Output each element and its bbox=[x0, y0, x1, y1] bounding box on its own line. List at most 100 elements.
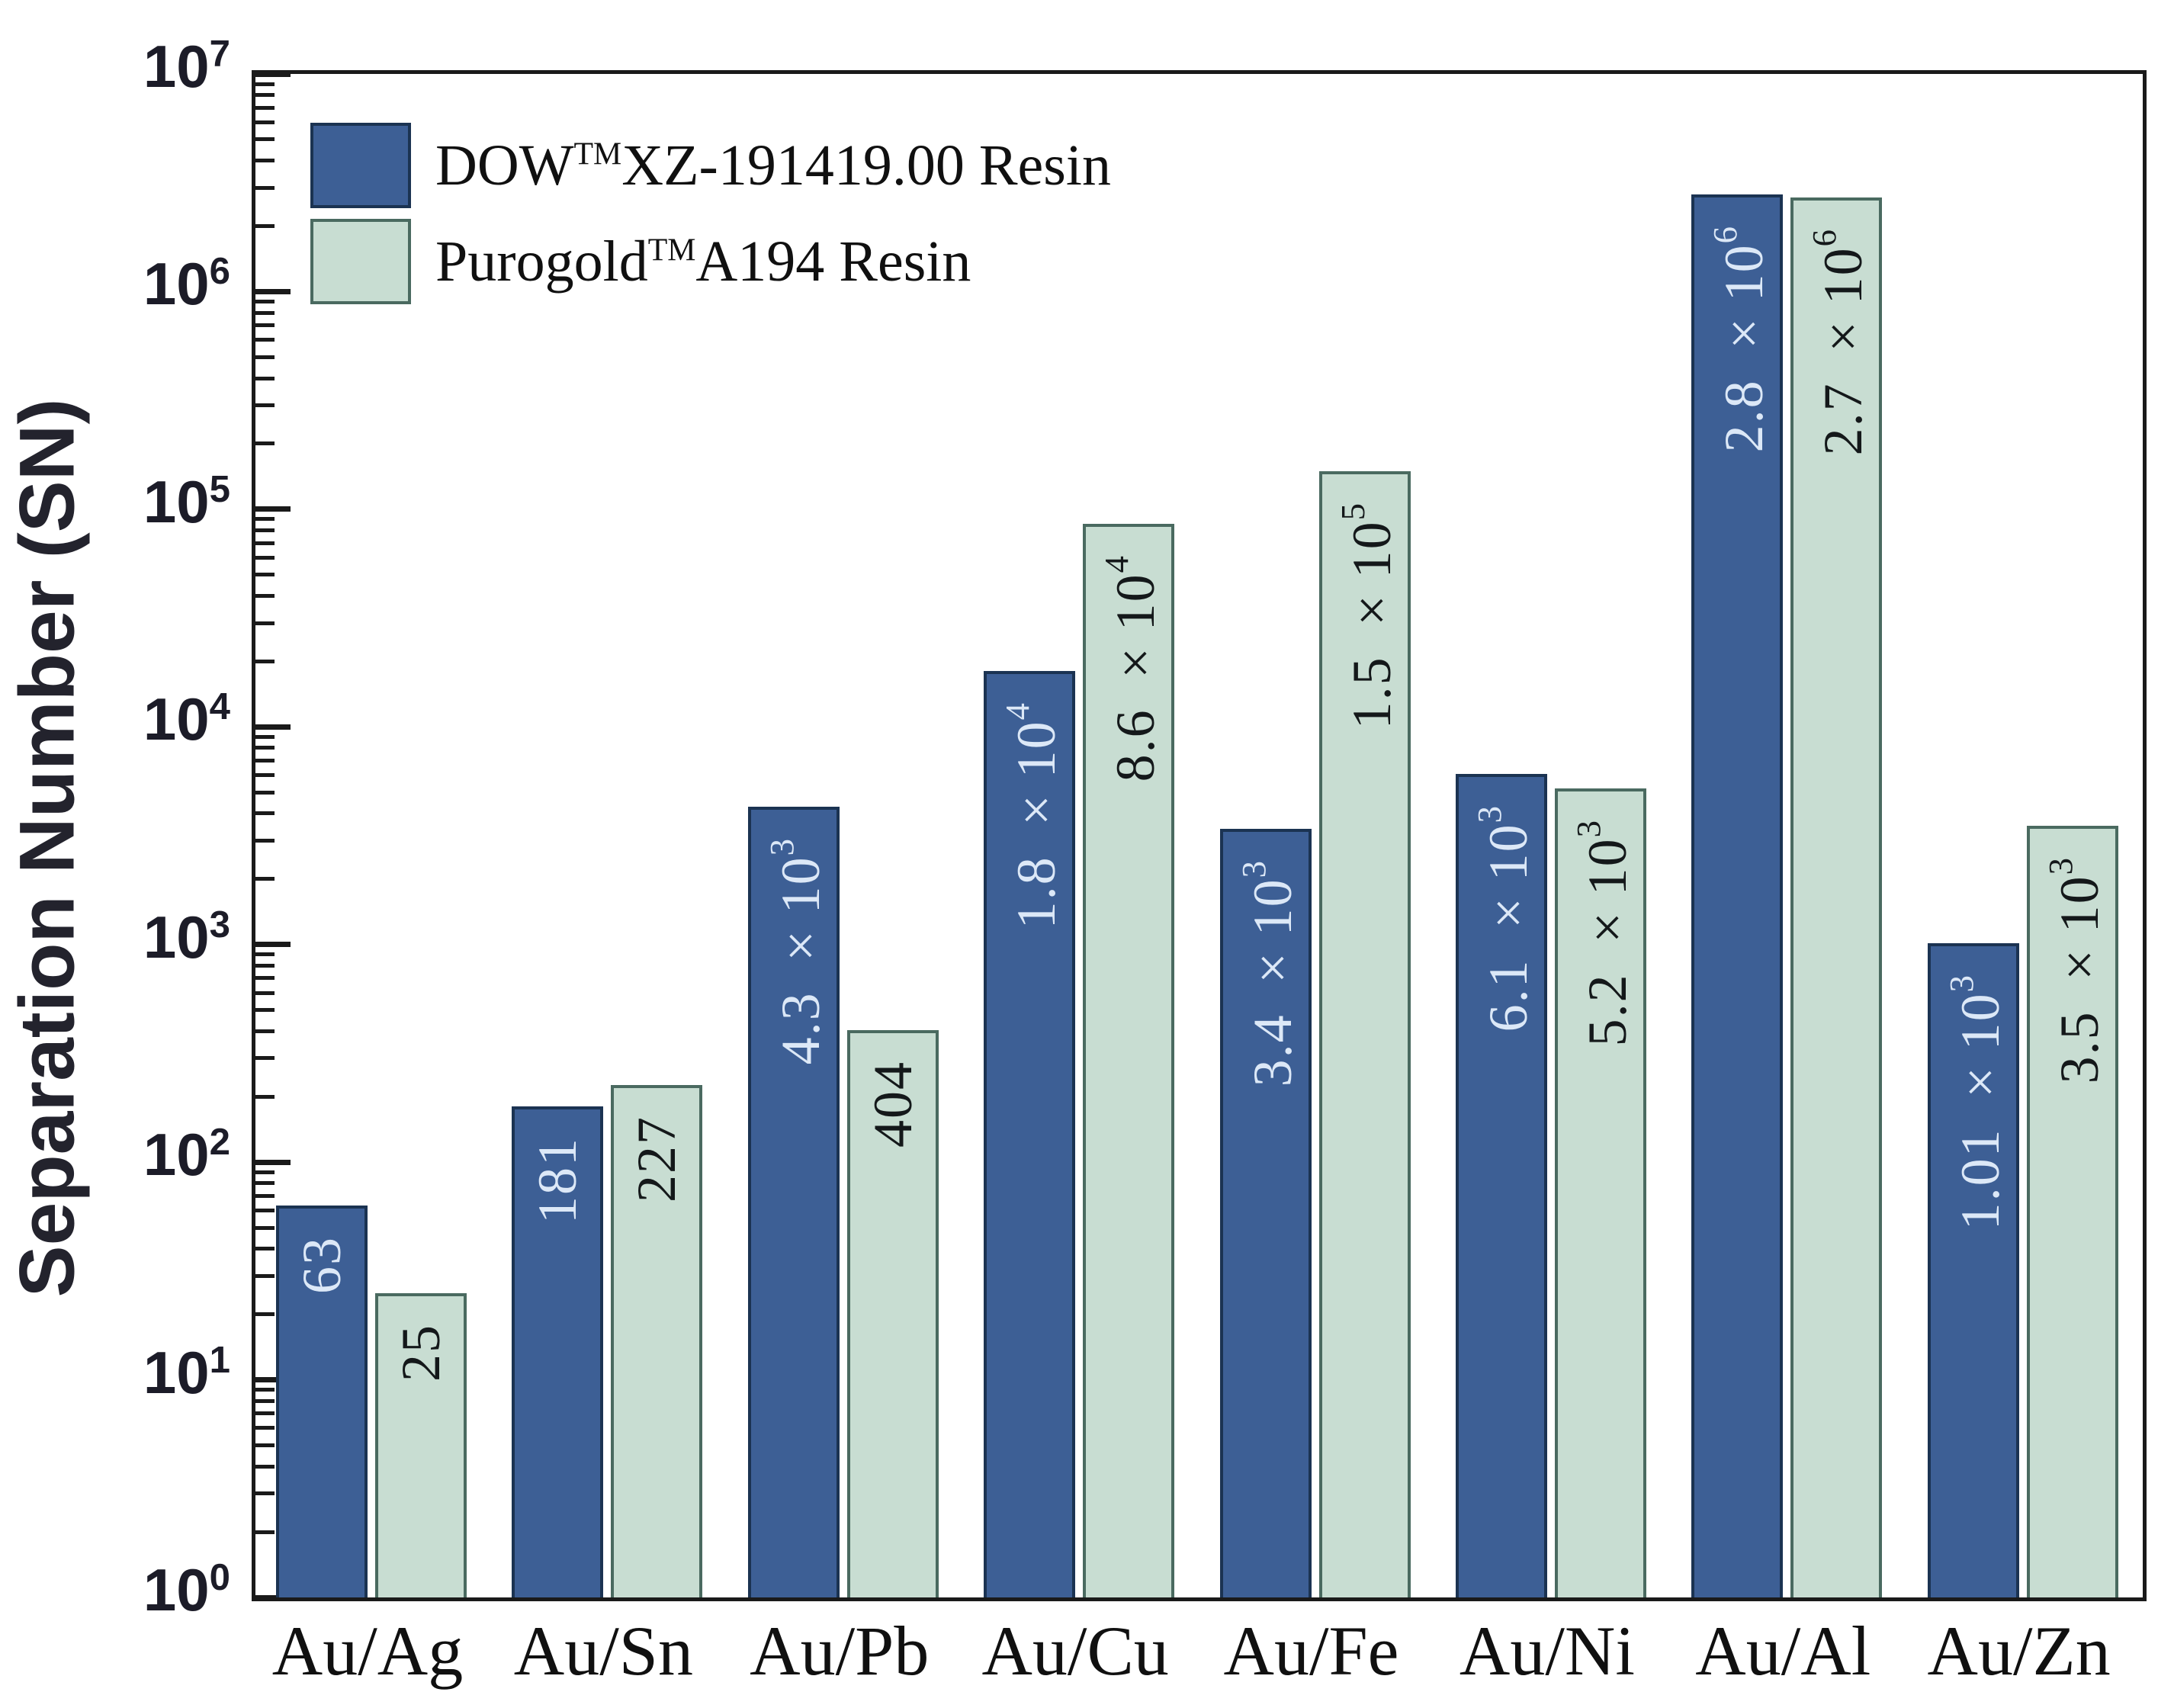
y-tick-label-exponent: 6 bbox=[209, 251, 230, 293]
y-major-tick bbox=[255, 1594, 291, 1600]
y-minor-tick bbox=[255, 376, 275, 380]
y-tick-label-base: 10 bbox=[143, 33, 210, 100]
bar-value-label: 1.5 ×105 bbox=[1333, 501, 1402, 729]
bar-value-exponent: 5 bbox=[1333, 501, 1372, 520]
y-minor-tick bbox=[255, 1273, 275, 1278]
bar-au-al-series-0: 2.8 ×106 bbox=[1691, 194, 1784, 1597]
y-tick-label-exponent: 3 bbox=[209, 904, 230, 946]
bar-value-exponent: 6 bbox=[1805, 228, 1844, 247]
legend-label-dow-resin: DOWTMXZ-191419.00 Resin bbox=[435, 133, 1111, 199]
x-category-label-au-ag: Au/Ag bbox=[271, 1612, 464, 1690]
bar-au-cu-series-1: 8.6 ×104 bbox=[1083, 523, 1175, 1597]
y-minor-tick bbox=[255, 541, 275, 545]
legend-swatch-dow-resin bbox=[310, 123, 411, 208]
y-minor-tick bbox=[255, 355, 275, 359]
y-major-tick bbox=[255, 942, 291, 948]
y-tick-label-base: 10 bbox=[143, 903, 210, 971]
bar-au-ag-series-1: 25 bbox=[375, 1293, 467, 1597]
y-major-tick bbox=[255, 1377, 291, 1383]
y-minor-tick bbox=[255, 734, 275, 739]
bar-au-al-series-1: 2.7 ×106 bbox=[1790, 197, 1883, 1597]
bar-value-label: 25 bbox=[390, 1324, 451, 1382]
bar-value-label: 404 bbox=[862, 1061, 923, 1148]
y-minor-tick bbox=[255, 659, 275, 663]
y-minor-tick bbox=[255, 758, 275, 762]
bar-value-exponent: 4 bbox=[998, 702, 1037, 721]
bar-value-label: 5.2 ×103 bbox=[1569, 819, 1638, 1047]
bar-au-pb-series-0: 4.3 ×103 bbox=[747, 806, 840, 1597]
y-minor-tick bbox=[255, 1312, 275, 1317]
x-category-label-au-cu: Au/Cu bbox=[981, 1612, 1169, 1690]
y-minor-tick bbox=[255, 1398, 275, 1403]
y-minor-tick bbox=[255, 105, 275, 110]
bar-value-exponent: 4 bbox=[1097, 554, 1136, 573]
legend-swatch-purogold-resin bbox=[310, 219, 411, 304]
y-minor-tick bbox=[255, 593, 275, 598]
y-minor-tick bbox=[255, 621, 275, 625]
y-axis-title: Separation Number (SN) bbox=[3, 398, 91, 1298]
bar-value-exponent: 3 bbox=[1569, 819, 1607, 838]
y-minor-tick bbox=[255, 159, 275, 163]
bar-value-exponent: 6 bbox=[1706, 224, 1745, 244]
y-minor-tick bbox=[255, 573, 275, 577]
bar-value-label: 6.1 ×103 bbox=[1469, 804, 1539, 1032]
y-minor-tick bbox=[255, 441, 275, 446]
plot-area: 63 181 4.3 ×103 1.8 ×104 3.4 ×103 6.1 ×103 2.8… bbox=[252, 70, 2147, 1601]
y-minor-tick bbox=[255, 310, 275, 315]
y-tick-label-base: 10 bbox=[143, 250, 210, 318]
y-tick-label: 106 bbox=[143, 251, 230, 314]
bar-value-exponent: 3 bbox=[1941, 974, 1980, 993]
y-tick-label: 103 bbox=[143, 904, 230, 967]
bar-value-exponent: 3 bbox=[1469, 804, 1508, 823]
y-minor-tick bbox=[255, 517, 275, 522]
x-category-label-au-pb: Au/Pb bbox=[750, 1612, 930, 1690]
y-major-tick bbox=[255, 724, 291, 730]
y-minor-tick bbox=[255, 1225, 275, 1230]
y-minor-tick bbox=[255, 555, 275, 560]
y-tick-label-exponent: 7 bbox=[209, 34, 230, 75]
y-minor-tick bbox=[255, 1193, 275, 1198]
y-minor-tick bbox=[255, 1443, 275, 1447]
bar-value-label: 3.5 ×103 bbox=[2041, 856, 2110, 1084]
y-tick-label-exponent: 5 bbox=[209, 468, 230, 510]
y-minor-tick bbox=[255, 299, 275, 303]
y-minor-tick bbox=[255, 1008, 275, 1013]
y-tick-label-base: 10 bbox=[143, 1121, 210, 1189]
y-tick-label: 107 bbox=[143, 34, 230, 96]
y-minor-tick bbox=[255, 1530, 275, 1534]
bar-value-label: 63 bbox=[291, 1236, 352, 1295]
bar-au-fe-series-1: 1.5 ×105 bbox=[1318, 470, 1411, 1597]
y-major-tick bbox=[255, 71, 291, 77]
trademark-superscript: TM bbox=[647, 233, 696, 268]
y-minor-tick bbox=[255, 185, 275, 190]
y-minor-tick bbox=[255, 1464, 275, 1469]
bar-value-label: 2.7 ×106 bbox=[1805, 228, 1874, 456]
y-minor-tick bbox=[255, 120, 275, 124]
y-minor-tick bbox=[255, 1388, 275, 1392]
x-category-label-au-sn: Au/Sn bbox=[513, 1612, 693, 1690]
y-minor-tick bbox=[255, 1029, 275, 1033]
y-minor-tick bbox=[255, 1094, 275, 1099]
y-minor-tick bbox=[255, 1411, 275, 1416]
y-minor-tick bbox=[255, 952, 275, 957]
bar-value-label: 8.6 ×104 bbox=[1097, 554, 1167, 782]
x-category-label-au-al: Au/Al bbox=[1695, 1612, 1871, 1690]
bar-value-label: 1.8 ×104 bbox=[998, 702, 1068, 929]
bar-au-zn-series-0: 1.01 ×103 bbox=[1927, 943, 2019, 1597]
y-minor-tick bbox=[255, 1426, 275, 1430]
y-minor-tick bbox=[255, 403, 275, 408]
y-major-tick bbox=[255, 506, 291, 512]
y-minor-tick bbox=[255, 1208, 275, 1212]
bar-value-exponent: 3 bbox=[2041, 856, 2079, 875]
bar-au-ag-series-0: 63 bbox=[276, 1206, 368, 1597]
y-tick-label-exponent: 4 bbox=[209, 686, 230, 728]
y-minor-tick bbox=[255, 1181, 275, 1186]
y-minor-tick bbox=[255, 224, 275, 228]
x-category-label-au-zn: Au/Zn bbox=[1927, 1612, 2111, 1690]
legend-label-dow-pre: DOW bbox=[435, 133, 574, 197]
bar-au-sn-series-1: 227 bbox=[611, 1084, 703, 1597]
bar-au-ni-series-1: 5.2 ×103 bbox=[1554, 788, 1646, 1597]
y-tick-label: 105 bbox=[143, 468, 230, 531]
y-minor-tick bbox=[255, 93, 275, 98]
